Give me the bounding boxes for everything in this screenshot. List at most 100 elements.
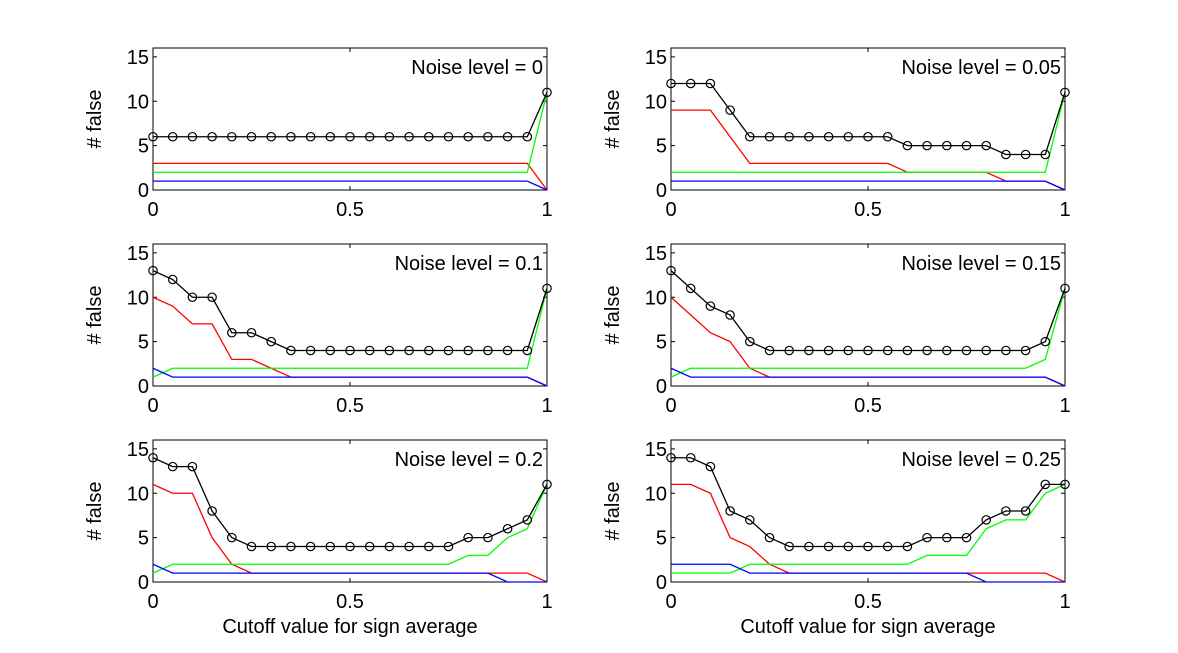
plot-panel-1: 0 5 10 15 0 0.5 1 # false Noise level = 0 bbox=[84, 47, 553, 221]
y-tick-label: 0 bbox=[656, 572, 667, 594]
data-point-total bbox=[305, 541, 316, 552]
data-point-total bbox=[961, 345, 972, 356]
series-line-green bbox=[153, 92, 548, 173]
x-tick-label: 0.5 bbox=[854, 591, 882, 613]
data-point-total bbox=[804, 131, 814, 142]
data-point-total bbox=[443, 131, 454, 142]
data-point-total bbox=[1001, 345, 1011, 356]
data-point-total bbox=[685, 283, 696, 294]
data-point-total bbox=[404, 541, 414, 552]
y-tick-label: 10 bbox=[645, 483, 667, 505]
data-point-total bbox=[325, 131, 336, 142]
y-tick-label: 10 bbox=[127, 91, 149, 113]
data-point-total bbox=[922, 532, 932, 543]
y-axis-label: # false bbox=[602, 286, 624, 345]
data-point-total bbox=[744, 336, 755, 347]
data-point-total bbox=[1001, 149, 1011, 160]
data-point-total bbox=[725, 310, 735, 320]
data-point-total bbox=[325, 345, 336, 356]
data-point-total bbox=[685, 78, 696, 89]
data-point-total bbox=[804, 541, 814, 552]
data-point-total bbox=[502, 131, 513, 142]
y-tick-label: 5 bbox=[138, 528, 149, 550]
data-point-total bbox=[148, 131, 158, 142]
data-point-total bbox=[187, 461, 198, 472]
data-point-total bbox=[305, 345, 316, 356]
data-point-total bbox=[384, 345, 395, 356]
data-point-total bbox=[502, 345, 513, 356]
y-axis-label: # false bbox=[602, 90, 624, 149]
x-tick-label: 1 bbox=[1059, 395, 1070, 417]
data-point-total bbox=[227, 131, 237, 142]
data-point-total bbox=[882, 345, 893, 356]
data-point-total bbox=[246, 541, 257, 552]
data-point-total bbox=[207, 292, 217, 303]
y-tick-label: 10 bbox=[645, 91, 667, 113]
data-point-total bbox=[784, 541, 794, 552]
series-line-blue bbox=[671, 563, 1065, 583]
data-point-total bbox=[345, 541, 355, 552]
data-point-total bbox=[463, 532, 473, 543]
noise-level-annotation: Noise level = 0.05 bbox=[901, 57, 1061, 79]
series-line-green bbox=[152, 288, 548, 378]
data-point-total bbox=[542, 479, 552, 490]
x-tick-label: 1 bbox=[541, 199, 552, 221]
data-point-total bbox=[522, 345, 533, 356]
series-line-total bbox=[153, 92, 548, 138]
x-tick-label: 0 bbox=[147, 395, 158, 417]
data-point-total bbox=[227, 327, 237, 338]
data-point-total bbox=[961, 532, 972, 543]
data-point-total bbox=[384, 541, 395, 552]
data-point-total bbox=[404, 345, 414, 356]
data-point-total bbox=[823, 131, 834, 142]
data-point-total bbox=[843, 345, 854, 356]
plot-panel-2: 0 5 10 15 0 0.5 1 # false Noise level = 0.05 bbox=[602, 47, 1071, 221]
data-point-total bbox=[882, 541, 893, 552]
y-tick-label: 0 bbox=[656, 180, 667, 202]
data-point-total bbox=[187, 131, 198, 142]
y-tick-label: 5 bbox=[138, 136, 149, 158]
data-point-total bbox=[1040, 336, 1051, 347]
series-line-red bbox=[671, 109, 1066, 191]
data-point-total bbox=[981, 515, 991, 525]
data-point-total bbox=[286, 541, 296, 552]
data-point-total bbox=[266, 131, 276, 142]
y-tick-label: 0 bbox=[138, 376, 149, 398]
data-point-total bbox=[167, 274, 178, 285]
series-line-green bbox=[670, 288, 1066, 378]
data-point-total bbox=[286, 345, 296, 356]
y-tick-label: 10 bbox=[127, 483, 149, 505]
data-point-total bbox=[522, 131, 533, 142]
x-tick-label: 0 bbox=[147, 199, 158, 221]
series-line-green bbox=[152, 484, 548, 574]
y-axis-label: # false bbox=[84, 286, 106, 345]
data-point-total bbox=[744, 131, 755, 142]
data-point-total bbox=[423, 131, 434, 142]
data-point-total bbox=[542, 87, 552, 98]
data-point-total bbox=[286, 131, 296, 142]
data-point-total bbox=[981, 140, 991, 151]
series-line-total bbox=[152, 270, 548, 352]
data-point-total bbox=[384, 131, 395, 142]
series-line-total bbox=[671, 457, 1065, 548]
x-tick-label: 0 bbox=[665, 395, 676, 417]
x-tick-label: 1 bbox=[541, 395, 552, 417]
plot-panel-6: 0 5 10 15 0 0.5 1 # false Cutoff value for sign … bbox=[602, 439, 1071, 638]
data-point-total bbox=[364, 541, 375, 552]
y-tick-label: 15 bbox=[127, 243, 149, 265]
data-point-total bbox=[981, 345, 991, 356]
data-point-total bbox=[941, 345, 952, 356]
plot-panel-5: 0 5 10 15 0 0.5 1 # false Cutoff value for sign … bbox=[84, 439, 553, 638]
data-point-total bbox=[502, 523, 513, 534]
data-point-total bbox=[1060, 283, 1070, 294]
data-point-total bbox=[423, 345, 434, 356]
data-point-total bbox=[843, 541, 854, 552]
series-line-total bbox=[670, 270, 1066, 352]
data-point-total bbox=[784, 345, 794, 356]
plot-panel-3: 0 5 10 15 0 0.5 1 # false Noise level = 0.1 bbox=[84, 243, 553, 417]
data-point-total bbox=[922, 345, 932, 356]
y-axis-label: # false bbox=[84, 482, 106, 541]
y-tick-label: 15 bbox=[127, 47, 149, 69]
y-tick-label: 10 bbox=[645, 287, 667, 309]
